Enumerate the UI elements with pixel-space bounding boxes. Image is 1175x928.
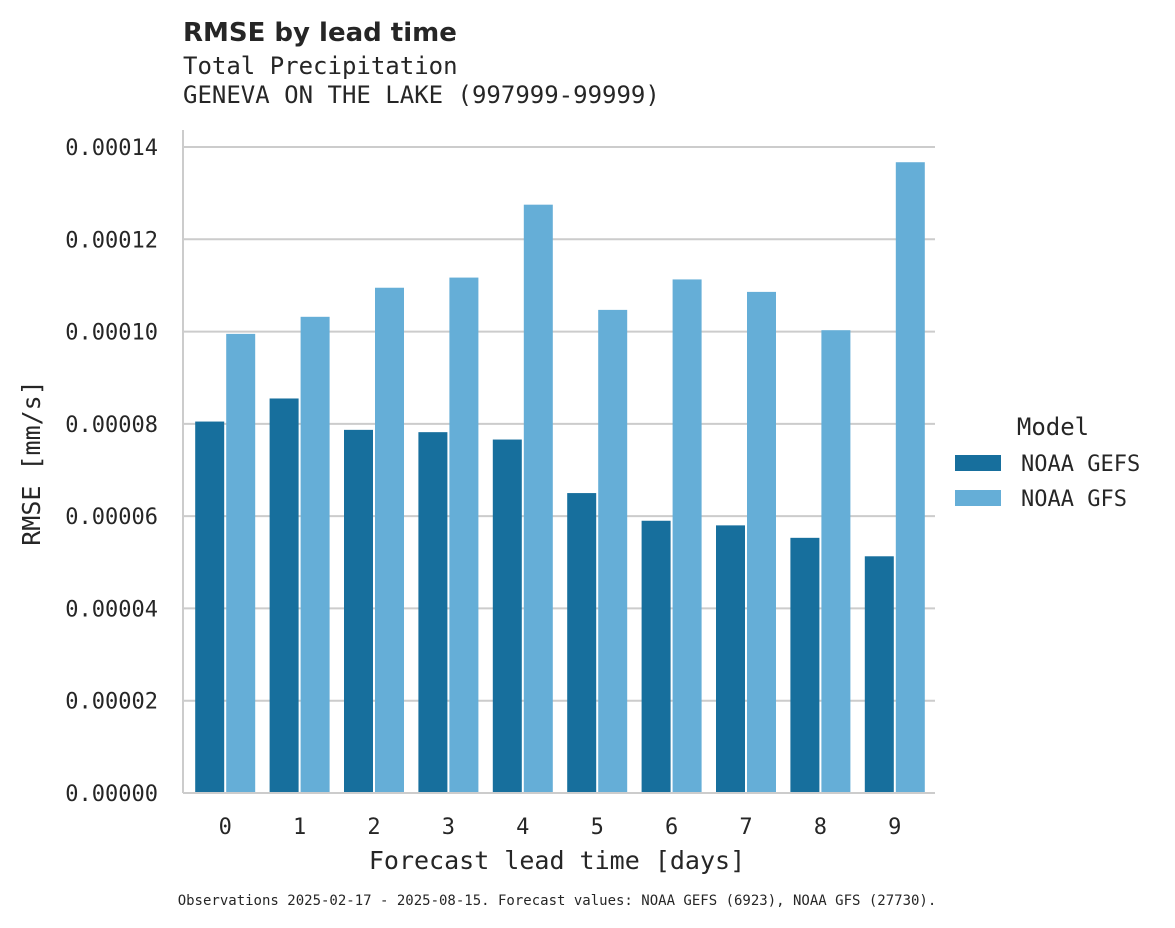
y-tick-label: 0.00012 <box>65 228 158 253</box>
x-tick-label: 2 <box>367 815 380 840</box>
bar-noaa-gfs-5 <box>598 309 628 793</box>
y-tick-label: 0.00014 <box>65 136 158 161</box>
bar-noaa-gfs-8 <box>821 330 851 793</box>
bar-noaa-gefs-8 <box>790 537 820 793</box>
bar-noaa-gfs-6 <box>672 279 702 793</box>
y-axis-label: RMSE [mm/s] <box>17 380 46 546</box>
chart-title: RMSE by lead time <box>183 18 457 48</box>
y-tick-label: 0.00000 <box>65 782 158 807</box>
x-axis-label: Forecast lead time [days] <box>369 846 745 875</box>
legend-swatch-noaa-gfs <box>955 490 1001 506</box>
legend-title: Model <box>1017 413 1089 441</box>
bar-noaa-gefs-5 <box>567 493 597 793</box>
bar-noaa-gfs-3 <box>449 277 479 793</box>
legend: Model NOAA GEFS NOAA GFS <box>955 413 1140 512</box>
bar-noaa-gfs-7 <box>747 291 776 793</box>
chart-subtitle-variable: Total Precipitation <box>183 52 458 80</box>
bar-noaa-gefs-9 <box>864 556 894 793</box>
bar-noaa-gfs-9 <box>895 162 925 793</box>
x-tick-label: 8 <box>814 815 827 840</box>
x-tick-label: 5 <box>591 815 604 840</box>
legend-swatch-noaa-gefs <box>955 455 1001 471</box>
y-tick-label: 0.00010 <box>65 321 158 346</box>
x-tick-label: 6 <box>665 815 678 840</box>
x-tick-label: 3 <box>442 815 455 840</box>
bar-noaa-gfs-0 <box>226 333 256 793</box>
bar-noaa-gefs-0 <box>195 421 225 793</box>
bar-noaa-gfs-4 <box>523 204 553 793</box>
chart-subtitle-station: GENEVA ON THE LAKE (997999-99999) <box>183 81 660 109</box>
bar-noaa-gfs-2 <box>375 287 404 793</box>
y-axis-ticks: 0.00000 0.00002 0.00004 0.00006 0.00008 0.000… <box>65 136 158 807</box>
bar-noaa-gefs-1 <box>269 398 299 793</box>
y-tick-label: 0.00006 <box>65 505 158 530</box>
bar-noaa-gefs-7 <box>716 525 745 793</box>
bar-noaa-gfs-1 <box>300 316 330 793</box>
bar-noaa-gefs-3 <box>418 432 448 793</box>
footnote: Observations 2025-02-17 - 2025-08-15. Fo… <box>178 893 937 909</box>
y-tick-label: 0.00002 <box>65 690 158 715</box>
bars <box>195 162 925 793</box>
legend-label-noaa-gfs: NOAA GFS <box>1021 487 1127 512</box>
y-tick-label: 0.00004 <box>65 597 158 622</box>
x-tick-label: 1 <box>293 815 306 840</box>
x-axis-ticks: 0 1 2 3 4 5 6 7 8 9 <box>219 815 902 840</box>
x-tick-label: 7 <box>739 815 752 840</box>
legend-label-noaa-gefs: NOAA GEFS <box>1021 452 1140 477</box>
x-tick-label: 4 <box>516 815 529 840</box>
x-tick-label: 0 <box>219 815 232 840</box>
bar-noaa-gefs-4 <box>492 439 522 793</box>
x-tick-label: 9 <box>888 815 901 840</box>
bar-noaa-gefs-6 <box>641 520 671 793</box>
y-tick-label: 0.00008 <box>65 413 158 438</box>
bar-noaa-gefs-2 <box>344 429 373 793</box>
